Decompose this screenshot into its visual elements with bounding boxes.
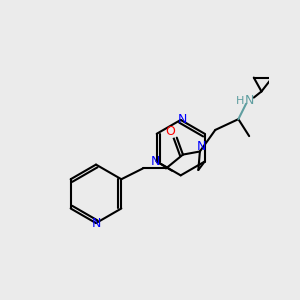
- Text: N: N: [91, 217, 101, 230]
- Text: N: N: [197, 140, 206, 153]
- Text: N: N: [178, 113, 187, 126]
- Text: N: N: [244, 94, 254, 107]
- Text: O: O: [166, 125, 176, 138]
- Text: H: H: [236, 96, 244, 106]
- Text: N: N: [151, 155, 160, 168]
